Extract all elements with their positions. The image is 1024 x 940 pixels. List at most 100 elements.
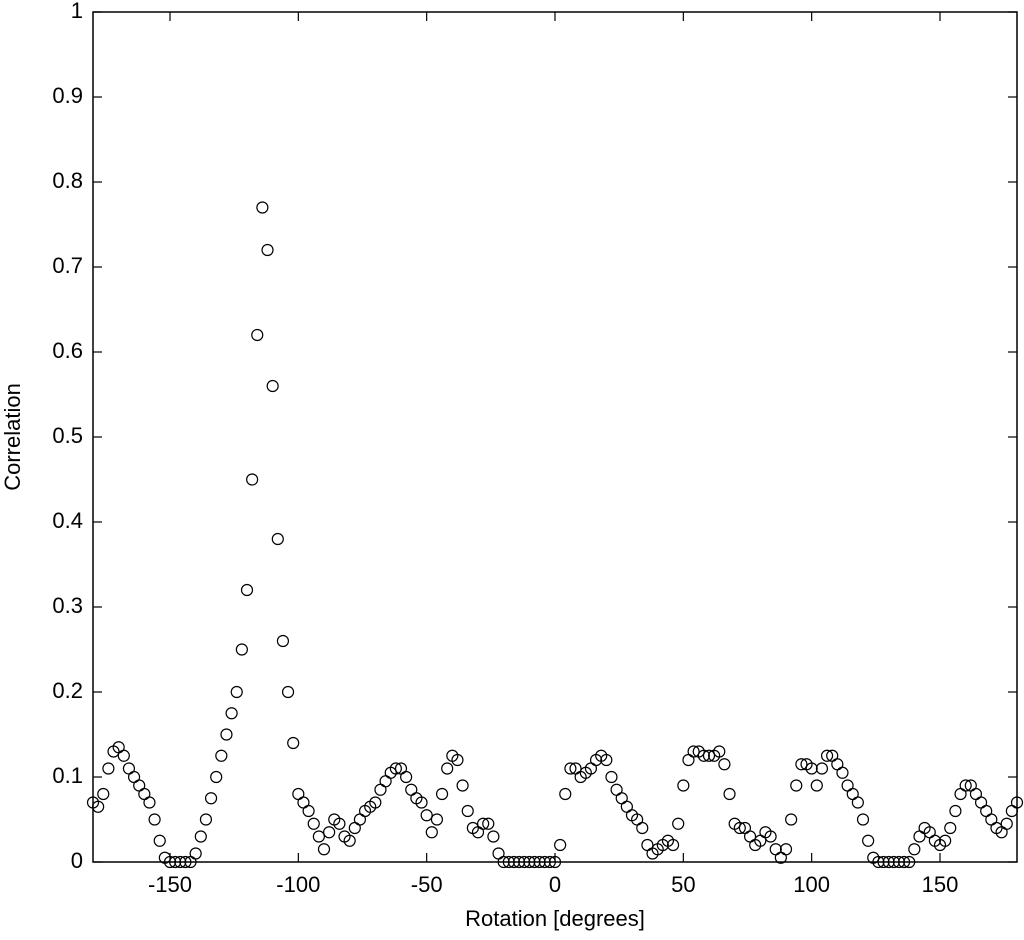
- point: [353, 813, 367, 826]
- point: [523, 855, 536, 869]
- point: [302, 804, 315, 818]
- point: [451, 753, 464, 767]
- y-tick-label: 0.2: [52, 678, 83, 703]
- y-axis-label: Correlation: [0, 383, 25, 491]
- point: [133, 779, 146, 792]
- point: [502, 855, 515, 869]
- point: [199, 813, 213, 826]
- point: [261, 243, 274, 257]
- point: [815, 762, 829, 775]
- point: [805, 762, 818, 775]
- point: [980, 804, 993, 818]
- point: [518, 855, 531, 869]
- point: [163, 855, 177, 869]
- point: [225, 707, 238, 720]
- point: [1010, 796, 1024, 809]
- point: [672, 817, 685, 830]
- point: [887, 855, 900, 869]
- point: [959, 779, 972, 792]
- point: [420, 809, 433, 822]
- point: [528, 855, 541, 869]
- point: [415, 796, 428, 809]
- point: [122, 762, 136, 775]
- point: [897, 855, 911, 869]
- y-tick-label: 0.9: [52, 83, 83, 108]
- point: [913, 830, 926, 843]
- point: [153, 834, 166, 847]
- point: [615, 792, 628, 805]
- point: [543, 855, 556, 869]
- point: [240, 583, 254, 597]
- point: [297, 796, 310, 809]
- y-tick-label: 0.3: [52, 593, 83, 618]
- y-tick-label: 0.1: [52, 763, 83, 788]
- point: [641, 838, 654, 852]
- point: [820, 749, 834, 762]
- point: [610, 783, 623, 796]
- point: [733, 821, 746, 835]
- point: [256, 201, 269, 214]
- point: [204, 792, 218, 805]
- point: [117, 749, 130, 762]
- y-tick-label: 0.4: [52, 508, 83, 533]
- point: [138, 787, 151, 801]
- point: [97, 787, 110, 801]
- y-tick-label: 0.7: [52, 253, 83, 278]
- point: [292, 787, 305, 801]
- point: [548, 855, 562, 869]
- point: [189, 847, 202, 860]
- point: [430, 813, 444, 826]
- point: [841, 779, 854, 792]
- point: [246, 473, 259, 486]
- point: [743, 830, 757, 843]
- point: [554, 838, 567, 852]
- point: [210, 770, 223, 784]
- point: [405, 783, 418, 796]
- point: [143, 796, 156, 809]
- point: [559, 787, 572, 801]
- point: [194, 830, 207, 843]
- point: [903, 855, 916, 869]
- point: [148, 813, 161, 826]
- point: [687, 745, 700, 758]
- point: [666, 838, 680, 852]
- point: [954, 787, 967, 801]
- point: [1005, 804, 1018, 818]
- point: [769, 843, 782, 856]
- x-axis-label: Rotation [degrees]: [465, 906, 645, 931]
- point: [877, 855, 890, 869]
- point: [785, 813, 798, 826]
- point: [487, 830, 500, 843]
- x-tick-label: 100: [793, 872, 830, 897]
- point: [441, 762, 454, 775]
- point: [317, 843, 331, 856]
- point: [564, 762, 577, 775]
- point: [425, 826, 438, 839]
- point: [872, 855, 885, 869]
- x-tick-label: 50: [671, 872, 695, 897]
- point: [985, 813, 998, 826]
- point: [333, 817, 346, 830]
- point: [92, 800, 105, 813]
- y-tick-label: 0.6: [52, 338, 83, 363]
- point: [718, 758, 731, 771]
- point: [620, 800, 633, 813]
- point: [908, 843, 921, 856]
- point: [949, 804, 962, 818]
- point: [266, 379, 279, 393]
- y-tick-label: 0: [71, 848, 83, 873]
- point: [251, 328, 264, 342]
- point: [281, 685, 295, 699]
- point: [836, 766, 849, 779]
- point: [477, 817, 490, 830]
- point: [400, 770, 413, 784]
- x-tick-label: -150: [148, 872, 192, 897]
- x-tick-label: -100: [276, 872, 320, 897]
- point: [169, 855, 182, 869]
- point: [102, 762, 115, 775]
- point: [174, 855, 187, 869]
- point: [461, 804, 474, 818]
- y-tick-label: 0.8: [52, 168, 83, 193]
- point: [497, 855, 510, 869]
